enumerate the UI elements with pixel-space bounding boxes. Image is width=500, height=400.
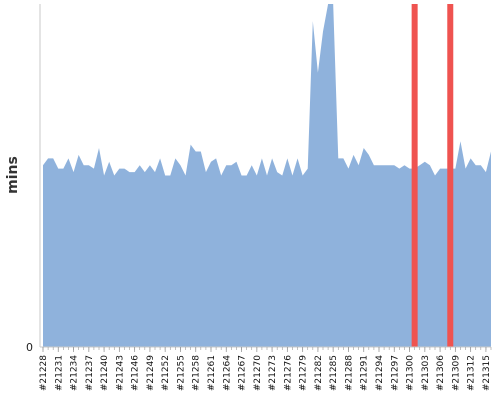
x-tick-label: #21267 bbox=[238, 355, 248, 391]
x-tick-label: #21309 bbox=[451, 355, 461, 391]
x-tick-label: #21276 bbox=[283, 355, 293, 391]
x-tick-label: #21264 bbox=[222, 355, 232, 391]
x-tick-label: #21285 bbox=[329, 355, 339, 391]
x-tick-label: #21228 bbox=[39, 355, 49, 391]
x-tick-label: #21255 bbox=[176, 355, 186, 391]
highlight-marker-2 bbox=[447, 4, 454, 347]
x-tick-label: #21300 bbox=[406, 355, 416, 391]
x-tick-label: #21315 bbox=[482, 355, 492, 391]
highlight-marker-1 bbox=[411, 4, 418, 347]
x-tick-label: #21294 bbox=[375, 355, 385, 391]
y-tick-label: 0 bbox=[26, 341, 33, 354]
x-tick-label: #21288 bbox=[344, 355, 354, 391]
x-tick-label: #21270 bbox=[253, 355, 263, 391]
x-tick-label: #21312 bbox=[467, 355, 477, 391]
y-axis-label: mins bbox=[5, 156, 21, 194]
x-tick-label: #21237 bbox=[85, 355, 95, 391]
x-tick-label: #21279 bbox=[299, 355, 309, 391]
x-tick-label: #21261 bbox=[207, 355, 217, 391]
x-tick-label: #21273 bbox=[268, 355, 278, 391]
x-tick-label: #21231 bbox=[54, 355, 64, 391]
x-tick-label: #21249 bbox=[146, 355, 156, 391]
y-axis-ticks: 0 bbox=[26, 341, 33, 354]
x-axis-ticks: #21228 #21231 #21234 #21237 #21240 #21243 #212… bbox=[39, 347, 492, 391]
axes bbox=[39, 4, 491, 348]
x-tick-label: #21291 bbox=[360, 355, 370, 391]
x-tick-label: #21282 bbox=[314, 355, 324, 391]
x-tick-label: #21240 bbox=[100, 355, 110, 391]
x-tick-label: #21234 bbox=[70, 355, 80, 391]
x-tick-label: #21303 bbox=[421, 355, 431, 391]
x-tick-label: #21297 bbox=[390, 355, 400, 391]
plot-area bbox=[43, 4, 491, 347]
area-series bbox=[43, 4, 491, 347]
x-tick-label: #21306 bbox=[436, 355, 446, 391]
x-tick-label: #21252 bbox=[161, 355, 171, 391]
highlight-markers bbox=[411, 4, 454, 347]
x-tick-label: #21246 bbox=[131, 355, 141, 391]
x-tick-label: #21243 bbox=[115, 355, 125, 391]
x-tick-label: #21258 bbox=[192, 355, 202, 391]
